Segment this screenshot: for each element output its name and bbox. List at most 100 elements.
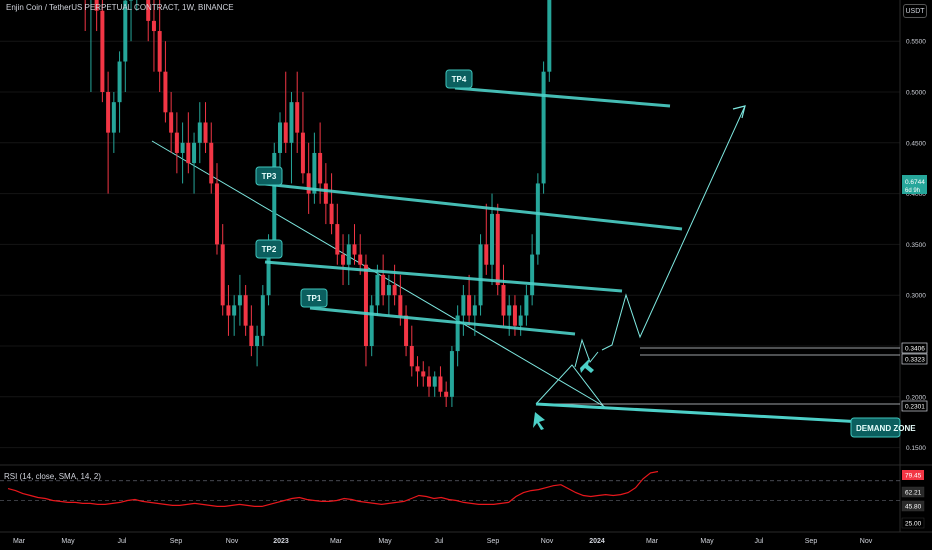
time-tick-label: Sep	[805, 538, 818, 545]
candle-body	[318, 152, 323, 184]
price-badge-text: 0.3323	[905, 357, 925, 364]
candlesticks	[84, 0, 552, 407]
candle-body	[123, 0, 128, 62]
time-tick-label: May	[61, 538, 75, 545]
rsi-level-badge: 25.00	[901, 517, 925, 529]
candle-body	[449, 351, 454, 397]
price-badge-box	[901, 400, 928, 412]
rsi-level-badge: 45.80	[901, 500, 925, 512]
price-badge: 0.2301	[901, 400, 928, 412]
rsi-level-box	[901, 486, 925, 498]
price-badge: 0.3323	[901, 353, 928, 365]
target-line-tp1	[309, 306, 576, 336]
candle-body	[157, 31, 162, 72]
candle-body	[432, 376, 437, 387]
last-price-badge: 0.6744 6d 9h	[902, 175, 927, 194]
time-tick-label: May	[700, 538, 714, 545]
rsi-line	[7, 470, 659, 507]
chart-title: Enjin Coin / TetherUS PERPETUAL CONTRACT…	[6, 3, 234, 12]
candle-body	[392, 285, 397, 296]
price-tick-label: 0.4000	[906, 191, 926, 198]
candle-body	[169, 112, 174, 133]
time-tick-label: Jul	[118, 538, 127, 545]
time-tick-label: May	[378, 538, 392, 545]
time-tick-label: 2024	[589, 538, 605, 545]
price-tick-label: 0.2000	[906, 394, 926, 401]
rsi-level-text: 79.45	[905, 473, 922, 480]
candle-body	[323, 183, 328, 204]
price-badge-box	[901, 342, 928, 354]
candle-body	[129, 0, 134, 1]
candle-body	[163, 71, 168, 113]
candle-body	[300, 132, 305, 174]
candle-body	[335, 224, 340, 255]
candle-body	[478, 244, 483, 306]
candle-body	[484, 244, 489, 265]
target-label-text: TP1	[307, 294, 322, 303]
candle-body	[186, 142, 191, 164]
time-tick-label: Sep	[487, 538, 500, 545]
candle-body	[197, 122, 202, 143]
candle-body	[490, 213, 495, 265]
candle-body	[415, 366, 420, 372]
rsi-level-box	[901, 517, 925, 529]
candle-body	[421, 371, 426, 377]
candle-body	[226, 305, 231, 316]
candle-body	[495, 213, 500, 286]
target-label-text: TP2	[262, 245, 277, 254]
demand-zone-text: DEMAND ZONE	[856, 424, 916, 433]
time-tick-label: Jul	[755, 538, 764, 545]
candle-body	[295, 102, 300, 133]
currency-button[interactable]: USDT	[903, 4, 927, 18]
price-badge-box	[901, 353, 928, 365]
rsi-title: RSI (14, close, SMA, 14, 2)	[4, 472, 101, 481]
candle-body	[232, 305, 237, 316]
candle-body	[541, 71, 546, 184]
time-tick-label: Sep	[170, 538, 183, 545]
time-tick-label: Jul	[435, 538, 444, 545]
candle-body	[512, 305, 517, 326]
target-line-tp2	[264, 260, 623, 293]
chart-drawings-back	[151, 140, 606, 408]
rsi-level-box	[902, 470, 924, 480]
candle-body	[192, 142, 197, 164]
rsi-level-box	[901, 500, 925, 512]
candle-body	[461, 295, 466, 316]
candle-body	[386, 285, 391, 296]
candle-body	[220, 244, 225, 306]
target-label-box	[255, 166, 283, 186]
time-tick-label: Mar	[13, 538, 26, 545]
candle-body	[530, 254, 535, 296]
target-label-box	[255, 239, 283, 259]
candle-body	[398, 295, 403, 316]
time-tick-label: 2023	[273, 538, 289, 545]
candle-body	[260, 295, 265, 336]
candle-body	[249, 325, 254, 346]
candle-body	[467, 295, 472, 316]
candle-body	[358, 254, 363, 265]
candle-body	[426, 376, 431, 387]
rsi-level-badge: 62.21	[901, 486, 925, 498]
time-tick-label: Mar	[646, 538, 659, 545]
candle-body	[146, 0, 151, 21]
candle-body	[507, 305, 512, 316]
price-tick-label: 0.5000	[906, 90, 926, 97]
candle-body	[278, 122, 283, 153]
candle-body	[272, 152, 277, 245]
time-tick-label: Nov	[226, 538, 239, 545]
candle-body	[106, 92, 111, 133]
rsi-level-text: 45.80	[905, 504, 922, 511]
target-line-tp4	[454, 86, 671, 108]
price-tick-label: 0.3500	[906, 242, 926, 249]
projection-arrowhead	[732, 105, 746, 119]
candle-body	[94, 0, 99, 11]
candle-body	[243, 295, 248, 326]
swing-path	[574, 338, 599, 368]
rsi-level-text: 62.21	[905, 490, 922, 497]
candle-body	[117, 61, 122, 103]
candle-body	[209, 142, 214, 184]
pointer-arrow-icon	[533, 412, 545, 430]
candle-body	[524, 295, 529, 316]
price-tick-label: 0.5500	[906, 39, 926, 46]
